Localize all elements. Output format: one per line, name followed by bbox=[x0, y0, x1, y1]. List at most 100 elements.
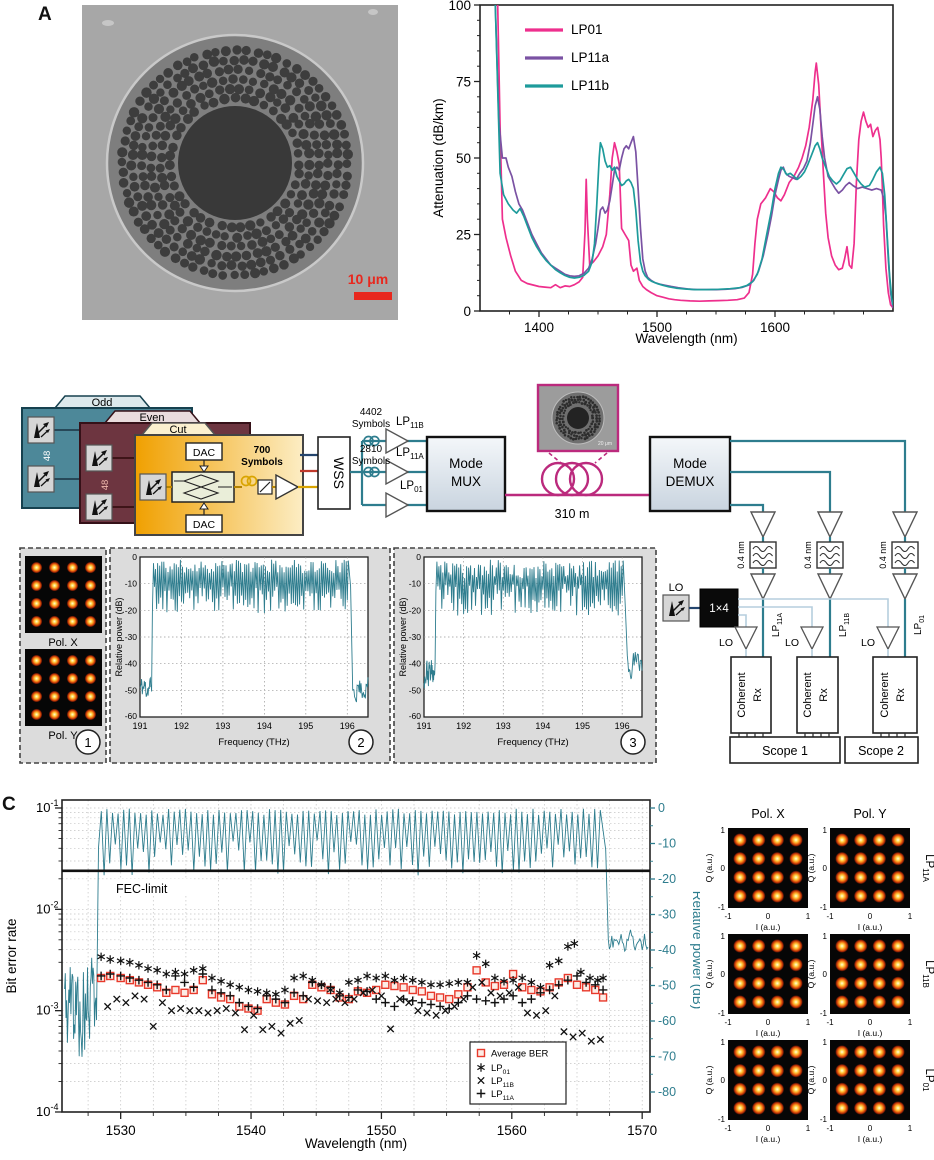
tab-cut-label: Cut bbox=[169, 424, 186, 436]
dac-top-label: DAC bbox=[193, 447, 216, 459]
badge-3-label: 3 bbox=[629, 735, 636, 750]
symbols-700-line2: Symbols bbox=[241, 457, 283, 468]
svg-text:-1: -1 bbox=[718, 1115, 726, 1124]
received-constellations: Pol. X Pol. Y10-1-1 0 1I (a.u.)Q (a.u.)10-1… bbox=[704, 807, 934, 1144]
svg-text:-20: -20 bbox=[658, 872, 676, 886]
svg-text:10-1: 10-1 bbox=[36, 798, 58, 815]
panel-c-label: C bbox=[2, 794, 16, 815]
lo-amp-label: LO bbox=[719, 637, 733, 649]
svg-text:-1: -1 bbox=[724, 1124, 732, 1133]
sem-scalebar-label: 10 μm bbox=[348, 271, 388, 287]
mode-mux-block: Mode MUX bbox=[425, 435, 507, 513]
laser-count-label: 48 bbox=[100, 480, 111, 491]
svg-text:10-2: 10-2 bbox=[36, 899, 58, 916]
svg-text:-30: -30 bbox=[409, 632, 422, 642]
laser-icon bbox=[139, 473, 167, 501]
svg-text:1: 1 bbox=[908, 1124, 913, 1133]
svg-text:10-4: 10-4 bbox=[36, 1102, 58, 1119]
pre-filter-amps bbox=[749, 511, 919, 539]
fiber-inset-cross-section bbox=[551, 391, 605, 445]
svg-text:192: 192 bbox=[456, 721, 471, 731]
filter-bandwidth-label: 0.4 nm bbox=[736, 541, 746, 569]
rx3-label: Coherent bbox=[879, 672, 891, 717]
laser-icon bbox=[662, 594, 690, 622]
svg-text:0: 0 bbox=[658, 801, 665, 815]
const-y-axis-label: Q (a.u.) bbox=[806, 1065, 816, 1094]
const-x-axis-label: I (a.u.) bbox=[756, 1028, 781, 1038]
ber-plot: 10-1 10-2 10-3 10-4 1530 1540 1550 1560 1570 0 -10… bbox=[4, 798, 700, 1151]
bandpass-filters: 0.4 nm 0.4 nm 0.4 nm bbox=[736, 541, 919, 569]
ber-legend-x: LP11B bbox=[491, 1076, 515, 1089]
svg-text:1500: 1500 bbox=[642, 320, 672, 335]
svg-text:193: 193 bbox=[215, 721, 230, 731]
laser-icon bbox=[85, 444, 113, 472]
setup-diagram: Odd AWG 48 Even AWG 48 Cut DAC DAC bbox=[19, 383, 926, 764]
svg-text:196: 196 bbox=[340, 721, 355, 731]
svg-text:-1: -1 bbox=[826, 1124, 834, 1133]
att-series-LP11b bbox=[494, 5, 893, 306]
post-filter-amps bbox=[749, 573, 919, 601]
svg-text:1: 1 bbox=[806, 912, 811, 921]
svg-text:-40: -40 bbox=[658, 943, 676, 957]
laser-icon bbox=[27, 465, 55, 493]
rx1-label2: Rx bbox=[752, 688, 764, 702]
rx2-signal-label: LP11B bbox=[838, 613, 851, 638]
svg-text:-60: -60 bbox=[409, 711, 422, 721]
fiber-cross-section bbox=[105, 33, 365, 293]
polx-label: Pol. X bbox=[48, 637, 78, 649]
const-y-axis-label: Q (a.u.) bbox=[806, 853, 816, 882]
mux-branches bbox=[350, 427, 427, 519]
rx1-label: Coherent bbox=[736, 672, 748, 717]
inset-scalebar-label: 20 μm bbox=[598, 441, 612, 447]
svg-text:-1: -1 bbox=[820, 1115, 828, 1124]
svg-text:-50: -50 bbox=[409, 685, 422, 695]
ber-legend-plus: LP11A bbox=[491, 1089, 515, 1102]
spec-x-axis-label: Frequency (THz) bbox=[497, 737, 568, 748]
constellation-LP_01-polX: 1 0 -1-1 0 1 I (a.u.) Q (a.u.) bbox=[704, 1038, 811, 1144]
svg-text:1: 1 bbox=[721, 826, 726, 835]
att-legend-LP11a: LP11a bbox=[571, 50, 610, 65]
svg-text:0: 0 bbox=[868, 1124, 873, 1133]
scope2-label: Scope 2 bbox=[858, 744, 904, 758]
laser-icon bbox=[85, 493, 113, 521]
svg-text:0: 0 bbox=[823, 864, 828, 873]
svg-text:-30: -30 bbox=[658, 908, 676, 922]
svg-text:0: 0 bbox=[721, 1076, 726, 1085]
symbols-4402-line1: 4402 bbox=[360, 407, 383, 418]
rx2-label: Coherent bbox=[802, 672, 814, 717]
receiver-chain: 0.4 nm 0.4 nm 0.4 nm LO 1×4 LO bbox=[662, 439, 926, 764]
constellation-LP_01-polY: 1 0 -1-1 0 1 I (a.u.) Q (a.u.) bbox=[806, 1038, 913, 1144]
svg-text:0: 0 bbox=[721, 970, 726, 979]
svg-text:192: 192 bbox=[174, 721, 189, 731]
wss-label: WSS bbox=[331, 457, 347, 489]
svg-text:-1: -1 bbox=[724, 912, 732, 921]
panel-a-label: A bbox=[38, 4, 52, 25]
col-polx-label: Pol. X bbox=[751, 807, 785, 821]
spec-trace bbox=[423, 559, 643, 689]
svg-text:-10: -10 bbox=[658, 837, 676, 851]
tab-odd-label: Odd bbox=[92, 397, 113, 409]
att-y-axis-label: Attenuation (dB/km) bbox=[431, 98, 446, 217]
ber-chart: 10-1 10-2 10-3 10-4 1530 1540 1550 1560 1570 0 -10… bbox=[4, 798, 700, 1151]
tab-even-label: Even bbox=[139, 412, 164, 424]
svg-text:196: 196 bbox=[615, 721, 630, 731]
branch-labels: 4402 Symbols 2810 Symbols LP11B LP11A LP… bbox=[352, 407, 425, 494]
constellation-LP_11B-polX: 1 0 -1-1 0 1 I (a.u.) Q (a.u.) bbox=[704, 932, 811, 1038]
wss-block: WSS bbox=[298, 436, 351, 510]
rx3-label2: Rx bbox=[895, 688, 907, 702]
amplifier-icon bbox=[385, 458, 410, 486]
mux-label-line1: Mode bbox=[449, 456, 483, 471]
filter-bandwidth-label: 0.4 nm bbox=[878, 541, 888, 569]
spec-y-axis-label: Relative power (dB) bbox=[114, 597, 124, 676]
lo-amps bbox=[733, 626, 901, 651]
svg-text:1: 1 bbox=[806, 1018, 811, 1027]
sem-scalebar bbox=[354, 292, 392, 300]
fiber-length-label: 310 m bbox=[555, 507, 590, 521]
const-x-axis-label: I (a.u.) bbox=[858, 1028, 883, 1038]
constellation-LP_11A-polX: 1 0 -1-1 0 1 I (a.u.) Q (a.u.) bbox=[704, 826, 811, 932]
